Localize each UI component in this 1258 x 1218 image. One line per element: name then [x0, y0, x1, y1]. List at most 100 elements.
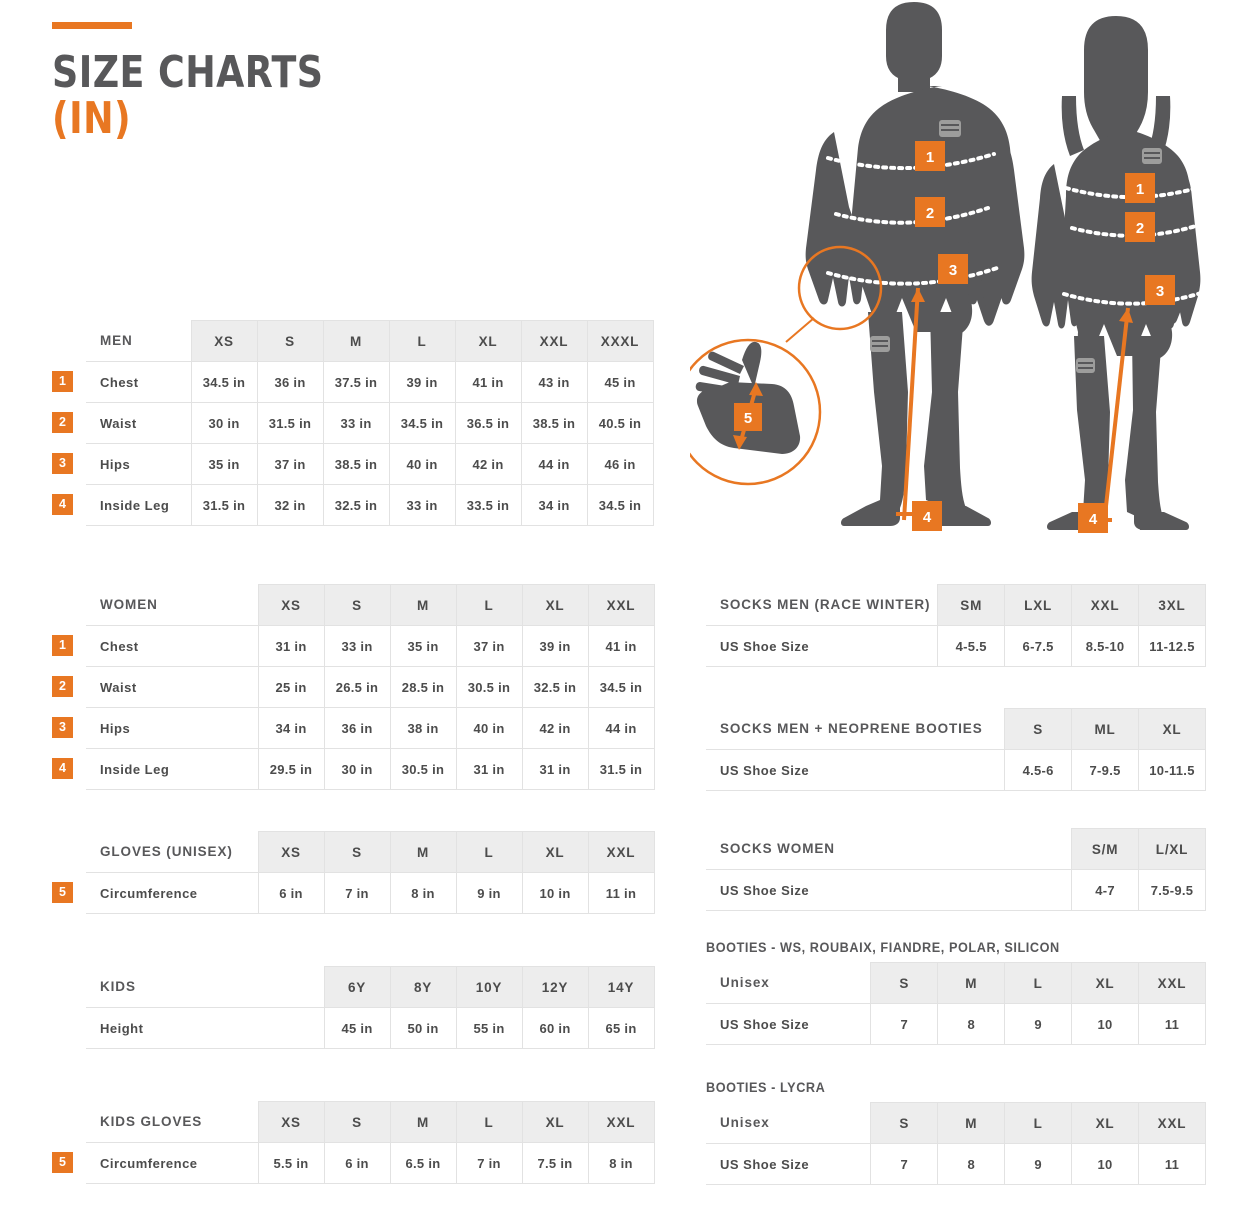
table-cell: 36 in [323, 707, 391, 749]
row-label: US Shoe Size [706, 1003, 872, 1045]
table-cell: 44 in [587, 707, 655, 749]
column-header: XXL [1071, 584, 1140, 626]
table-gloves_unisex: GLOVES (UNISEX) XS S M L XL XXL Circumference 6 … [86, 831, 655, 914]
column-header: S [870, 962, 939, 1004]
page-title-block: SIZE CHARTS (IN) [52, 22, 347, 142]
table-cell: 31.5 in [587, 748, 655, 790]
table-cell: 30.5 in [389, 748, 457, 790]
table-booties_lycra: Unisex S M L XL XXL US Shoe Size 7 8 9 10 11 [706, 1102, 1206, 1185]
row-label: Circumference [86, 1142, 259, 1184]
table-women-wrap: WOMEN XS S M L XL XXL Chest 31 in 33 in 35 in 37 in… [52, 584, 656, 790]
table-cell: 38.5 in [520, 402, 588, 444]
table-cell: 40 in [388, 443, 456, 485]
column-header: XS [257, 831, 325, 873]
table-cell: 38.5 in [322, 443, 390, 485]
illustration-badge-1-female: 1 [1125, 173, 1155, 203]
body-measurement-illustration: 1 2 3 4 1 2 3 4 [690, 0, 1250, 570]
table-cell: 11-12.5 [1138, 625, 1206, 667]
row-label: Hips [86, 707, 259, 749]
column-header: 10Y [455, 966, 523, 1008]
column-header: LXL [1004, 584, 1073, 626]
table-cell: 33 in [388, 484, 456, 526]
table-row: US Shoe Size 4-5.5 6-7.5 8.5-10 11-12.5 [706, 625, 1206, 667]
column-header: XS [257, 1101, 325, 1143]
column-header: XL [1071, 962, 1139, 1004]
table-cell: 29.5 in [257, 748, 325, 790]
illustration-badge-1-male: 1 [915, 141, 945, 171]
table-cell: 26.5 in [323, 666, 391, 708]
table-gloves-unisex-wrap: GLOVES (UNISEX) XS S M L XL XXL Circumference 6 … [52, 831, 656, 914]
row-label: Chest [86, 625, 259, 667]
female-brand-mark-chest [1142, 148, 1162, 164]
table-kids-gloves-wrap: KIDS GLOVES XS S M L XL XXL Circumference 5.5 in… [52, 1101, 656, 1184]
column-header: XXL [587, 831, 655, 873]
table-cell: 8 in [587, 1142, 655, 1184]
table-cell: 7 [870, 1143, 939, 1185]
table-cell: 4.5-6 [1004, 749, 1073, 791]
table-header-row: KIDS 6Y 8Y 10Y 12Y 14Y [86, 966, 655, 1008]
badge-label: 2 [926, 205, 934, 222]
table-caption-kids: KIDS [86, 966, 325, 1008]
table-cell: 31.5 in [190, 484, 258, 526]
table-cell: 33 in [322, 402, 390, 444]
table-cell: 60 in [521, 1007, 589, 1049]
illustration-badge-4-male: 4 [912, 501, 942, 531]
table-header-row: SOCKS MEN (RACE WINTER) SM LXL XXL 3XL [706, 584, 1206, 626]
illustration-badge-2-female: 2 [1125, 212, 1155, 242]
row-badge-1: 1 [52, 635, 73, 656]
column-header: 6Y [323, 966, 391, 1008]
column-header: XXL [587, 584, 655, 626]
badge-label: 1 [926, 149, 934, 166]
row-badge-2: 2 [52, 676, 73, 697]
row-label: Inside Leg [86, 484, 192, 526]
table-socks_women: SOCKS WOMEN S/M L/XL US Shoe Size 4-7 7.5-9.5 [706, 828, 1206, 911]
column-header: 8Y [389, 966, 457, 1008]
illustration-badge-5-glove: 5 [734, 403, 762, 431]
table-cell: 11 in [587, 872, 655, 914]
column-header: SM [937, 584, 1006, 626]
column-header: ML [1071, 708, 1140, 750]
table-cell: 32.5 in [521, 666, 589, 708]
female-brand-mark-thigh [1076, 358, 1095, 373]
table-row: US Shoe Size 4-7 7.5-9.5 [706, 869, 1206, 911]
page-title: SIZE CHARTS [52, 47, 324, 98]
column-header: XL [454, 320, 522, 362]
badge-label: 2 [1136, 220, 1144, 237]
column-header: L [1004, 1102, 1073, 1144]
table-caption-socks_men_neoprene_booties: SOCKS MEN + NEOPRENE BOOTIES [706, 708, 1006, 750]
table-row: Waist 25 in 26.5 in 28.5 in 30.5 in 32.5 in 34… [86, 666, 655, 708]
table-cell: 35 in [190, 443, 258, 485]
column-header: XXL [1138, 1102, 1206, 1144]
column-header: S [323, 831, 391, 873]
table-cell: 6 in [257, 872, 325, 914]
badge-label: 1 [1136, 181, 1144, 198]
table-title-booties_lycra: BOOTIES - LYCRA [706, 1080, 826, 1095]
row-label: US Shoe Size [706, 625, 939, 667]
badge-label: 3 [949, 262, 957, 279]
column-header: XXL [520, 320, 588, 362]
row-label: US Shoe Size [706, 1143, 872, 1185]
row-badge-5: 5 [52, 1152, 73, 1173]
table-cell: 8 [937, 1003, 1006, 1045]
table-caption-booties_ws: Unisex [706, 962, 872, 1004]
table-cell: 31 in [257, 625, 325, 667]
badge-label: 4 [923, 509, 932, 526]
table-header-row: WOMEN XS S M L XL XXL [86, 584, 655, 626]
table-cell: 6.5 in [389, 1142, 457, 1184]
table-cell: 7.5 in [521, 1142, 589, 1184]
table-title-booties_ws: BOOTIES - WS, ROUBAIX, FIANDRE, POLAR, S… [706, 940, 1060, 955]
table-cell: 50 in [389, 1007, 457, 1049]
table-cell: 7 [870, 1003, 939, 1045]
table-cell: 55 in [455, 1007, 523, 1049]
column-header: M [389, 1101, 457, 1143]
table-cell: 7 in [455, 1142, 523, 1184]
column-header: L/XL [1138, 828, 1206, 870]
table-cell: 30.5 in [455, 666, 523, 708]
table-cell: 33 in [323, 625, 391, 667]
table-socks-women-wrap: SOCKS WOMEN S/M L/XL US Shoe Size 4-7 7.5-9.5 [706, 828, 1206, 911]
male-body-silhouette [805, 2, 1025, 526]
row-label: Circumference [86, 872, 259, 914]
table-booties-ws-wrap: BOOTIES - WS, ROUBAIX, FIANDRE, POLAR, S… [706, 940, 1206, 1045]
table-cell: 43 in [520, 361, 588, 403]
table-row: Height 45 in 50 in 55 in 60 in 65 in [86, 1007, 655, 1049]
